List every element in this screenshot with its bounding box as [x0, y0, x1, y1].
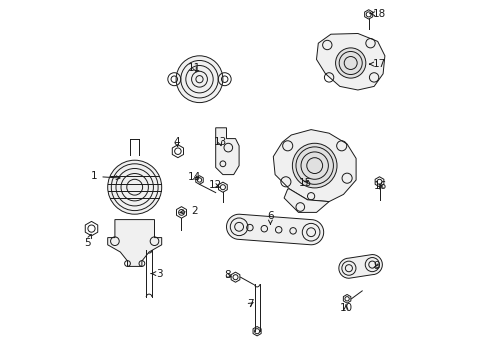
Circle shape	[107, 160, 162, 214]
Polygon shape	[215, 128, 239, 175]
Text: 1: 1	[90, 171, 120, 181]
Circle shape	[292, 143, 336, 188]
Text: 14: 14	[188, 172, 201, 182]
Text: 15: 15	[299, 178, 312, 188]
Text: 9: 9	[372, 261, 379, 271]
Text: 11: 11	[188, 63, 201, 73]
Polygon shape	[338, 255, 382, 278]
Text: 3: 3	[151, 269, 163, 279]
Text: 2: 2	[180, 206, 197, 216]
Text: 12: 12	[208, 180, 221, 190]
Text: 13: 13	[213, 137, 226, 147]
Text: 8: 8	[224, 270, 230, 280]
Polygon shape	[316, 33, 384, 90]
Text: 10: 10	[339, 303, 352, 313]
Polygon shape	[107, 220, 162, 266]
Text: 4: 4	[173, 137, 180, 147]
Text: 7: 7	[247, 299, 253, 309]
Text: 18: 18	[369, 9, 386, 19]
Circle shape	[335, 48, 365, 78]
Polygon shape	[273, 130, 355, 202]
Polygon shape	[284, 189, 328, 212]
Text: 17: 17	[369, 59, 386, 69]
Polygon shape	[226, 214, 323, 245]
Circle shape	[176, 56, 223, 103]
Text: 5: 5	[84, 234, 91, 248]
Text: 16: 16	[373, 181, 386, 192]
Text: 6: 6	[266, 211, 273, 224]
